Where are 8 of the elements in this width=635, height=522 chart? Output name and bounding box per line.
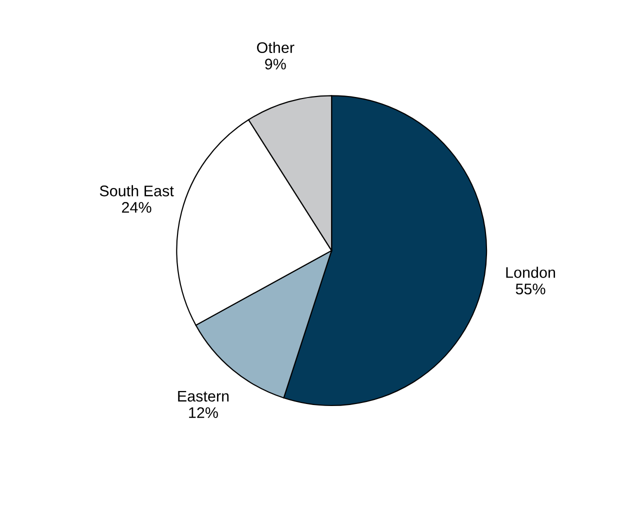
slice-label: Other — [257, 42, 294, 54]
slice-label: South East — [100, 185, 174, 196]
slice-label: London — [506, 266, 556, 278]
slice-label: Eastern — [178, 390, 229, 402]
data-label: 24% — [122, 202, 152, 213]
data-label: 9% — [265, 58, 286, 70]
data-label: 55% — [516, 284, 546, 294]
data-label: 12% — [189, 407, 218, 418]
